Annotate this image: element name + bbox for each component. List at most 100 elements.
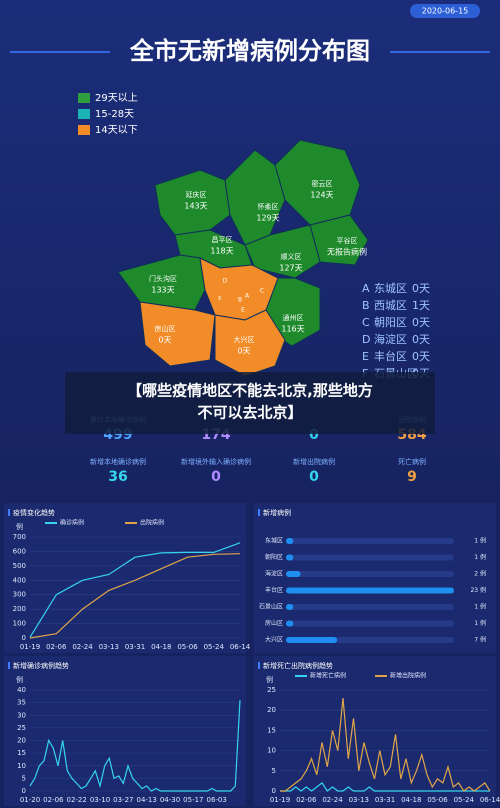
x-tick-label: 03-10 — [90, 796, 110, 804]
date: 2020-06-15 — [422, 7, 469, 16]
district-shape — [214, 309, 286, 377]
center-letter: D — [223, 278, 228, 285]
date-badge — [410, 4, 480, 18]
center-letter: A — [245, 293, 250, 300]
bar — [286, 637, 338, 643]
y-tick-label: 15 — [17, 749, 26, 757]
stat-label: 死亡病例 — [398, 457, 426, 466]
legend-swatch — [78, 125, 90, 135]
district-name: 通州区 — [283, 313, 304, 322]
district-name: 门头沟区 — [149, 274, 177, 283]
y-tick-label: 大兴区 — [265, 636, 283, 644]
y-tick-label: 5 — [272, 767, 276, 775]
x-tick-label: 04-18 — [401, 796, 421, 804]
legend-label: 新增死亡病例 — [310, 672, 346, 680]
list-letter: E — [362, 350, 369, 363]
district-days: 127天 — [279, 264, 302, 273]
caption-box — [65, 372, 435, 434]
list-letter: A — [362, 282, 370, 295]
y-tick-label: 5 — [22, 774, 26, 782]
y-tick-label: 0 — [272, 787, 276, 795]
title-marker — [258, 509, 260, 516]
stat-label: 新增境外输入确诊病例 — [181, 457, 251, 466]
stat-value: 0 — [211, 469, 221, 485]
y-tick-label: 15 — [267, 726, 276, 734]
y-tick-label: 30 — [17, 711, 26, 719]
district-days: 133天 — [151, 286, 174, 295]
legend-swatch — [78, 109, 90, 119]
district-name: 平谷区 — [337, 236, 358, 245]
y-tick-label: 25 — [17, 724, 26, 732]
bar — [286, 554, 294, 561]
x-tick-label: 06-14 — [230, 643, 251, 651]
y-tick-label: 10 — [267, 747, 276, 755]
stat-label: 新增本地确诊病例 — [90, 457, 146, 466]
y-tick-label: 300 — [13, 591, 26, 599]
caption: 【哪些疫情地区不能去北京,那些地方 — [127, 382, 373, 400]
x-tick-label: 05-24 — [454, 796, 475, 804]
y-tick-label: 10 — [17, 762, 26, 770]
x-tick-label: 03-13 — [99, 643, 119, 651]
y-tick-label: 25 — [267, 686, 276, 694]
list-days: 0天 — [412, 350, 430, 363]
stat-value: 9 — [407, 469, 417, 485]
list-name: 海淀区 — [374, 332, 407, 346]
list-days: 0天 — [412, 316, 430, 329]
x-tick-label: 05-06 — [427, 796, 448, 804]
legend-swatch — [78, 93, 90, 103]
x-tick-label: 03-27 — [113, 796, 133, 804]
y-tick-label: 海淀区 — [265, 570, 283, 578]
list-name: 丰台区 — [374, 349, 407, 363]
panel — [254, 656, 496, 806]
y-tick-label: 40 — [17, 686, 26, 694]
bar-track — [286, 571, 454, 577]
y-axis-label: 例 — [266, 675, 273, 684]
legend-label: 15-28天 — [95, 109, 134, 120]
y-tick-label: 东城区 — [265, 537, 283, 545]
x-tick-label: 04-13 — [136, 796, 156, 804]
series-line — [29, 700, 241, 792]
y-tick-label: 0 — [22, 787, 26, 795]
district-name: 房山区 — [155, 324, 176, 333]
list-days: 0天 — [412, 333, 430, 346]
stat-value: 0 — [309, 427, 319, 443]
y-tick-label: 600 — [13, 547, 26, 555]
chart-title: 疫情变化趋势 — [13, 508, 55, 517]
series-line — [280, 698, 491, 792]
title-marker — [258, 662, 260, 669]
x-tick-label: 01-19 — [20, 643, 40, 651]
x-tick-label: 03-13 — [349, 796, 369, 804]
value-label: 1 例 — [474, 603, 486, 611]
x-tick-label: 04-18 — [151, 643, 171, 651]
y-tick-label: 35 — [17, 699, 26, 707]
district-name: 昌平区 — [212, 236, 233, 244]
x-tick-label: 05-06 — [177, 643, 198, 651]
y-tick-label: 房山区 — [265, 619, 283, 627]
panel — [254, 503, 496, 653]
bar — [286, 620, 294, 627]
bar — [286, 571, 301, 577]
bar — [286, 604, 294, 610]
x-tick-label: 06-03 — [206, 796, 226, 804]
list-letter: D — [362, 333, 370, 346]
legend-label: 29天以上 — [95, 92, 138, 104]
map — [117, 139, 369, 377]
x-tick-label: 02-06 — [296, 796, 317, 804]
y-axis-label: 例 — [16, 675, 23, 684]
district-name: 顺义区 — [281, 253, 302, 261]
legend-label: 新增出院病例 — [390, 672, 426, 680]
district-name: 密云区 — [312, 179, 333, 188]
center-letter: B — [238, 297, 242, 304]
x-tick-label: 05-17 — [183, 796, 203, 804]
x-tick-label: 06-14 — [480, 796, 500, 804]
list-name: 东城区 — [374, 282, 407, 295]
value-label: 1 例 — [474, 619, 486, 627]
main-title: 全市无新增病例分布图 — [129, 37, 370, 65]
x-tick-label: 02-24 — [322, 796, 343, 804]
y-tick-label: 20 — [267, 706, 276, 714]
district-name: 延庆区 — [186, 190, 207, 199]
series-line — [280, 782, 490, 792]
district-days: 143天 — [184, 202, 207, 211]
list-days: 1天 — [412, 299, 430, 312]
